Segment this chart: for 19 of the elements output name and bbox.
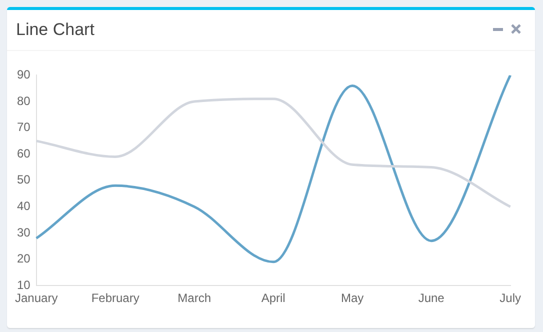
y-tick-label: 20	[16, 252, 31, 266]
chart-title: Line Chart	[16, 20, 94, 40]
y-tick-label: 90	[16, 68, 31, 82]
line-series	[35, 98, 512, 208]
x-tick-label: March	[178, 291, 212, 306]
y-tick-label: 80	[16, 94, 31, 108]
y-tick-label: 10	[16, 278, 31, 292]
x-tick-label: April	[261, 291, 286, 306]
y-tick-label: 30	[16, 225, 31, 240]
x-tick-label: June	[418, 291, 445, 306]
x-tick-label: May	[341, 291, 364, 306]
line-series	[35, 75, 512, 264]
y-tick-label: 50	[16, 172, 31, 187]
x-tick-label: February	[91, 291, 140, 306]
x-tick-label: January	[14, 291, 58, 306]
y-tick-label: 70	[16, 120, 31, 134]
y-tick-label: 40	[16, 199, 31, 214]
y-tick-label: 60	[16, 146, 31, 160]
x-tick-label: July	[500, 291, 521, 306]
